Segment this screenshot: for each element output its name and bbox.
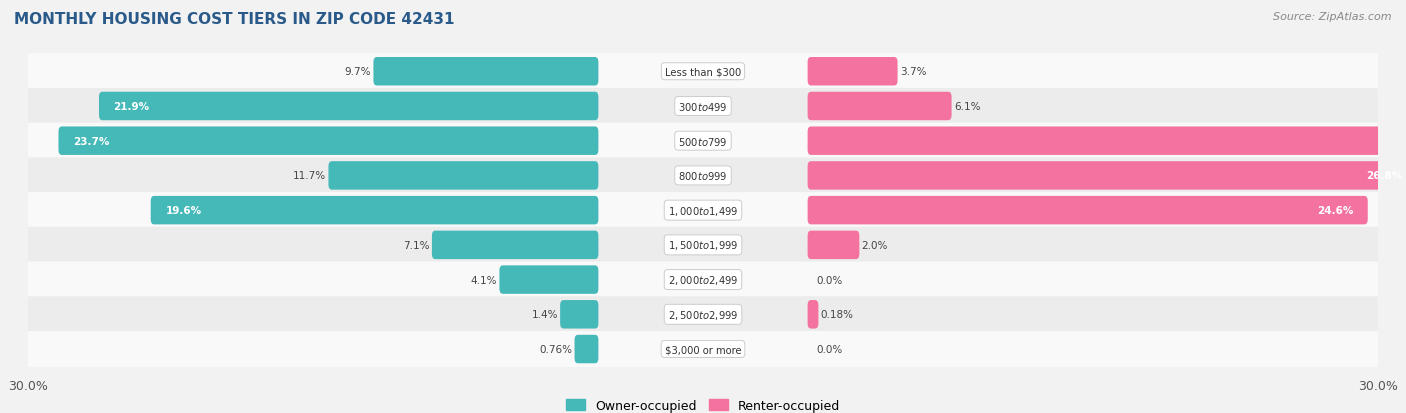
Text: 9.7%: 9.7% xyxy=(344,67,371,77)
Text: 26.8%: 26.8% xyxy=(1367,171,1403,181)
Text: $3,000 or more: $3,000 or more xyxy=(665,344,741,354)
Text: $2,500 to $2,999: $2,500 to $2,999 xyxy=(668,308,738,321)
Text: $2,000 to $2,499: $2,000 to $2,499 xyxy=(668,273,738,286)
FancyBboxPatch shape xyxy=(807,231,859,259)
FancyBboxPatch shape xyxy=(807,58,897,86)
FancyBboxPatch shape xyxy=(28,89,1378,125)
FancyBboxPatch shape xyxy=(807,300,818,329)
FancyBboxPatch shape xyxy=(499,266,599,294)
Text: 6.1%: 6.1% xyxy=(953,102,980,112)
FancyBboxPatch shape xyxy=(28,227,1378,263)
FancyBboxPatch shape xyxy=(28,331,1378,367)
FancyBboxPatch shape xyxy=(28,158,1378,194)
Text: 3.7%: 3.7% xyxy=(900,67,927,77)
Text: Source: ZipAtlas.com: Source: ZipAtlas.com xyxy=(1274,12,1392,22)
Text: 19.6%: 19.6% xyxy=(166,206,201,216)
Text: 11.7%: 11.7% xyxy=(292,171,326,181)
Text: 0.0%: 0.0% xyxy=(817,344,842,354)
FancyBboxPatch shape xyxy=(807,197,1368,225)
Text: $800 to $999: $800 to $999 xyxy=(678,170,728,182)
Text: 7.1%: 7.1% xyxy=(404,240,430,250)
FancyBboxPatch shape xyxy=(807,127,1406,156)
FancyBboxPatch shape xyxy=(28,262,1378,298)
Text: 23.7%: 23.7% xyxy=(73,136,110,146)
Legend: Owner-occupied, Renter-occupied: Owner-occupied, Renter-occupied xyxy=(561,394,845,413)
FancyBboxPatch shape xyxy=(59,127,599,156)
Text: $1,500 to $1,999: $1,500 to $1,999 xyxy=(668,239,738,252)
Text: Less than $300: Less than $300 xyxy=(665,67,741,77)
FancyBboxPatch shape xyxy=(150,197,599,225)
Text: $500 to $799: $500 to $799 xyxy=(678,135,728,147)
FancyBboxPatch shape xyxy=(560,300,599,329)
FancyBboxPatch shape xyxy=(374,58,599,86)
Text: 1.4%: 1.4% xyxy=(531,310,558,320)
FancyBboxPatch shape xyxy=(807,93,952,121)
Text: 2.0%: 2.0% xyxy=(862,240,889,250)
FancyBboxPatch shape xyxy=(807,162,1406,190)
FancyBboxPatch shape xyxy=(28,123,1378,159)
FancyBboxPatch shape xyxy=(28,192,1378,229)
Text: 4.1%: 4.1% xyxy=(471,275,498,285)
FancyBboxPatch shape xyxy=(432,231,599,259)
Text: $300 to $499: $300 to $499 xyxy=(678,101,728,113)
Text: $1,000 to $1,499: $1,000 to $1,499 xyxy=(668,204,738,217)
FancyBboxPatch shape xyxy=(28,297,1378,332)
FancyBboxPatch shape xyxy=(98,93,599,121)
Text: 0.0%: 0.0% xyxy=(817,275,842,285)
FancyBboxPatch shape xyxy=(575,335,599,363)
FancyBboxPatch shape xyxy=(28,54,1378,90)
Text: 24.6%: 24.6% xyxy=(1317,206,1353,216)
Text: 0.18%: 0.18% xyxy=(821,310,853,320)
Text: MONTHLY HOUSING COST TIERS IN ZIP CODE 42431: MONTHLY HOUSING COST TIERS IN ZIP CODE 4… xyxy=(14,12,454,27)
Text: 21.9%: 21.9% xyxy=(114,102,149,112)
Text: 0.76%: 0.76% xyxy=(540,344,572,354)
FancyBboxPatch shape xyxy=(329,162,599,190)
